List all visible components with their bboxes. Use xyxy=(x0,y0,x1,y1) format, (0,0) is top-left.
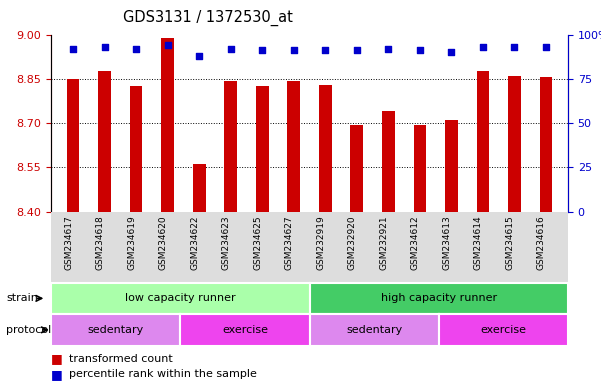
Point xyxy=(69,46,78,52)
Bar xyxy=(67,79,79,212)
Text: GSM234613: GSM234613 xyxy=(442,215,451,270)
Text: sedentary: sedentary xyxy=(346,325,402,335)
Bar xyxy=(193,164,206,212)
Text: ■: ■ xyxy=(51,368,63,381)
Point xyxy=(100,44,109,50)
Point xyxy=(352,47,362,53)
Text: GSM232920: GSM232920 xyxy=(348,215,357,270)
Text: GSM234617: GSM234617 xyxy=(64,215,73,270)
Bar xyxy=(477,71,489,212)
Text: GSM234619: GSM234619 xyxy=(127,215,136,270)
Text: ■: ■ xyxy=(51,353,63,366)
Text: GSM234614: GSM234614 xyxy=(474,215,483,270)
Point xyxy=(383,46,393,52)
Point xyxy=(510,44,519,50)
Bar xyxy=(413,124,426,212)
Text: exercise: exercise xyxy=(222,325,268,335)
Text: GDS3131 / 1372530_at: GDS3131 / 1372530_at xyxy=(123,10,293,26)
Text: GSM234622: GSM234622 xyxy=(190,215,199,270)
Bar xyxy=(508,76,520,212)
Point xyxy=(541,44,551,50)
Bar xyxy=(99,71,111,212)
Bar xyxy=(224,81,237,212)
Bar xyxy=(445,120,457,212)
Text: exercise: exercise xyxy=(480,325,526,335)
Text: GSM234612: GSM234612 xyxy=(411,215,420,270)
Text: GSM232921: GSM232921 xyxy=(379,215,388,270)
Text: GSM234618: GSM234618 xyxy=(96,215,105,270)
Text: transformed count: transformed count xyxy=(69,354,173,364)
Text: high capacity runner: high capacity runner xyxy=(380,293,497,303)
Text: protocol: protocol xyxy=(6,325,51,335)
Bar xyxy=(540,77,552,212)
Bar xyxy=(287,81,300,212)
Bar xyxy=(130,86,142,212)
Point xyxy=(226,46,236,52)
Text: GSM234620: GSM234620 xyxy=(159,215,168,270)
Point xyxy=(194,53,204,59)
Text: GSM234623: GSM234623 xyxy=(222,215,231,270)
Bar xyxy=(319,85,332,212)
Text: low capacity runner: low capacity runner xyxy=(125,293,236,303)
Text: GSM232919: GSM232919 xyxy=(316,215,325,270)
Bar xyxy=(162,38,174,212)
Bar xyxy=(256,86,269,212)
Text: GSM234615: GSM234615 xyxy=(505,215,514,270)
Point xyxy=(447,49,456,55)
Point xyxy=(163,42,172,48)
Point xyxy=(415,47,425,53)
Text: strain: strain xyxy=(6,293,38,303)
Text: GSM234616: GSM234616 xyxy=(537,215,546,270)
Point xyxy=(289,47,299,53)
Point xyxy=(257,47,267,53)
Text: percentile rank within the sample: percentile rank within the sample xyxy=(69,369,257,379)
Point xyxy=(132,46,141,52)
Bar xyxy=(382,111,395,212)
Bar xyxy=(350,124,363,212)
Point xyxy=(478,44,487,50)
Text: sedentary: sedentary xyxy=(88,325,144,335)
Text: GSM234627: GSM234627 xyxy=(285,215,294,270)
Point xyxy=(320,47,330,53)
Text: GSM234625: GSM234625 xyxy=(253,215,262,270)
